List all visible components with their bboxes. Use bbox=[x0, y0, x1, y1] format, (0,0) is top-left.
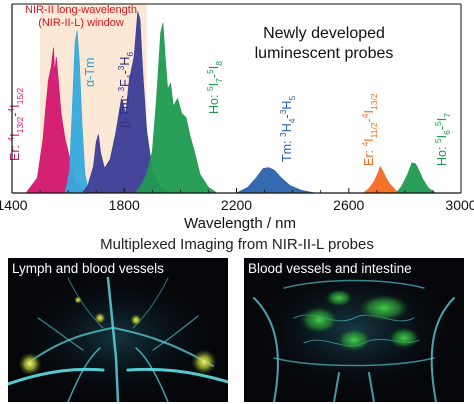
heading-line2: luminescent probes bbox=[255, 45, 394, 62]
intestine-image-label: Blood vessels and intestine bbox=[248, 261, 412, 276]
x-tick-label: 1400 bbox=[0, 197, 28, 213]
x-tick-label: 1800 bbox=[109, 197, 140, 213]
intestine-image-panel: Blood vessels and intestine bbox=[244, 258, 464, 402]
lymph-image-label: Lymph and blood vessels bbox=[12, 261, 164, 276]
series-area-5 bbox=[362, 165, 403, 194]
label-beta-tm: β-Tm: 3F4-3H6 bbox=[116, 52, 135, 128]
x-tick-label: 2200 bbox=[221, 197, 252, 213]
window-label-line1: NIR-II long-wavelength bbox=[25, 4, 137, 16]
x-tick-label: 3000 bbox=[445, 197, 474, 213]
intestine-vessel-image bbox=[253, 264, 455, 402]
label-ho-2000: Ho: 5I7-5I8 bbox=[205, 61, 224, 114]
x-axis: 1400 1800 2200 2600 3000 bbox=[0, 3, 474, 213]
series-area-3 bbox=[135, 22, 218, 194]
x-tick-label: 2600 bbox=[333, 197, 364, 213]
chart-heading: Newly developed luminescent probes bbox=[255, 25, 394, 62]
heading-line1: Newly developed bbox=[263, 25, 385, 42]
series-area-4 bbox=[236, 167, 316, 194]
label-tm-2300: Tm: 3H4-3H5 bbox=[278, 96, 297, 162]
series-area-6 bbox=[396, 162, 436, 194]
lymph-vessel-image bbox=[8, 268, 228, 402]
label-ho-2850: Ho: 5I6-5I7 bbox=[433, 113, 452, 166]
spectrum-chart: NIR-II long-wavelength (NIR-II-L) window… bbox=[0, 3, 474, 232]
lymph-image-panel: Lymph and blood vessels bbox=[8, 258, 228, 402]
x-axis-label: Wavelength / nm bbox=[184, 215, 296, 232]
label-er-2700: Er: 4I11/2-4I13/2 bbox=[360, 93, 379, 166]
label-er-1550: Er: 4I13/2-4I15/2 bbox=[6, 88, 25, 161]
label-alpha-tm: α-Tm bbox=[83, 58, 97, 87]
series-group bbox=[25, 11, 436, 194]
imaging-title: Multiplexed Imaging from NIR-II-L probes bbox=[100, 236, 374, 253]
window-label-line2: (NIR-II-L) window bbox=[38, 17, 124, 29]
